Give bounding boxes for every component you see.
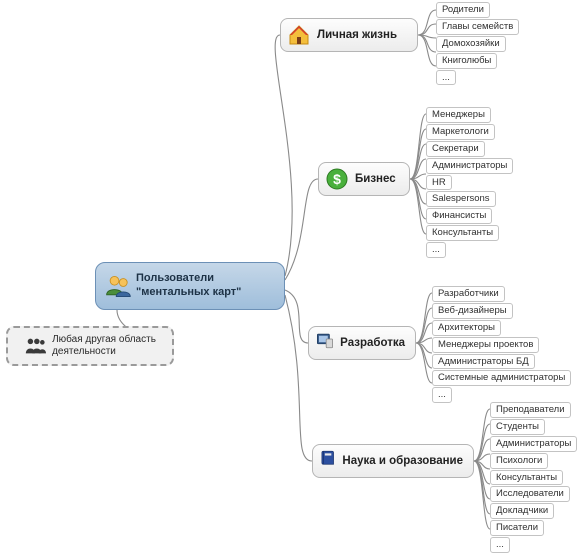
leaf-item[interactable]: Докладчики — [490, 503, 554, 519]
branch-science-label: Наука и образование — [342, 455, 463, 467]
leaf-item[interactable]: Финансисты — [426, 208, 492, 224]
leaves-personal: РодителиГлавы семействДомохозяйкиКниголю… — [436, 2, 519, 85]
leaf-item[interactable]: Книголюбы — [436, 53, 497, 69]
leaf-item[interactable]: Администраторы — [426, 158, 513, 174]
central-node[interactable]: Пользователи "ментальных карт" — [95, 262, 285, 310]
leaf-item[interactable]: Родители — [436, 2, 490, 18]
leaves-business: МенеджерыМаркетологиСекретариАдминистрат… — [426, 107, 513, 258]
leaf-item[interactable]: ... — [432, 387, 452, 403]
leaves-science: ПреподавателиСтудентыАдминистраторыПсихо… — [490, 402, 577, 553]
branch-dev-label: Разработка — [340, 337, 405, 349]
computer-icon — [315, 331, 334, 355]
leaf-item[interactable]: Консультанты — [490, 470, 563, 486]
leaves-dev: РазработчикиВеб-дизайнерыАрхитекторыМене… — [432, 286, 571, 403]
branch-personal[interactable]: Личная жизнь — [280, 18, 418, 52]
branch-dev[interactable]: Разработка — [308, 326, 416, 360]
leaf-item[interactable]: Писатели — [490, 520, 544, 536]
leaf-item[interactable]: Исследователи — [490, 486, 570, 502]
leaf-item[interactable]: Консультанты — [426, 225, 499, 241]
people-silhouette-icon — [24, 335, 46, 357]
branch-personal-label: Личная жизнь — [317, 29, 397, 41]
central-node-title: Пользователи "ментальных карт" — [136, 272, 241, 300]
leaf-item[interactable]: HR — [426, 175, 452, 191]
leaf-item[interactable]: ... — [490, 537, 510, 553]
leaf-item[interactable]: Администраторы — [490, 436, 577, 452]
leaf-item[interactable]: Главы семейств — [436, 19, 519, 35]
leaf-item[interactable]: Маркетологи — [426, 124, 495, 140]
leaf-item[interactable]: Домохозяйки — [436, 36, 506, 52]
leaf-item[interactable]: Архитекторы — [432, 320, 501, 336]
branch-business-label: Бизнес — [355, 173, 396, 185]
leaf-item[interactable]: Менеджеры проектов — [432, 337, 539, 353]
users-duo-icon — [104, 272, 132, 300]
leaf-item[interactable]: Менеджеры — [426, 107, 491, 123]
leaf-item[interactable]: Salespersons — [426, 191, 496, 207]
branch-business[interactable]: $ Бизнес — [318, 162, 410, 196]
leaf-item[interactable]: Веб-дизайнеры — [432, 303, 513, 319]
other-area-node[interactable]: Любая другая область деятельности — [6, 326, 174, 366]
dollar-coin-icon: $ — [325, 167, 349, 191]
book-icon — [319, 449, 336, 473]
other-area-label: Любая другая область деятельности — [52, 334, 156, 358]
leaf-item[interactable]: Студенты — [490, 419, 545, 435]
leaf-item[interactable]: Психологи — [490, 453, 548, 469]
leaf-item[interactable]: Администраторы БД — [432, 354, 535, 370]
branch-science[interactable]: Наука и образование — [312, 444, 474, 478]
svg-text:$: $ — [333, 171, 341, 187]
leaf-item[interactable]: Преподаватели — [490, 402, 571, 418]
leaf-item[interactable]: Системные администраторы — [432, 370, 571, 386]
house-icon — [287, 23, 311, 47]
leaf-item[interactable]: Секретари — [426, 141, 485, 157]
leaf-item[interactable]: ... — [426, 242, 446, 258]
leaf-item[interactable]: ... — [436, 70, 456, 86]
leaf-item[interactable]: Разработчики — [432, 286, 505, 302]
